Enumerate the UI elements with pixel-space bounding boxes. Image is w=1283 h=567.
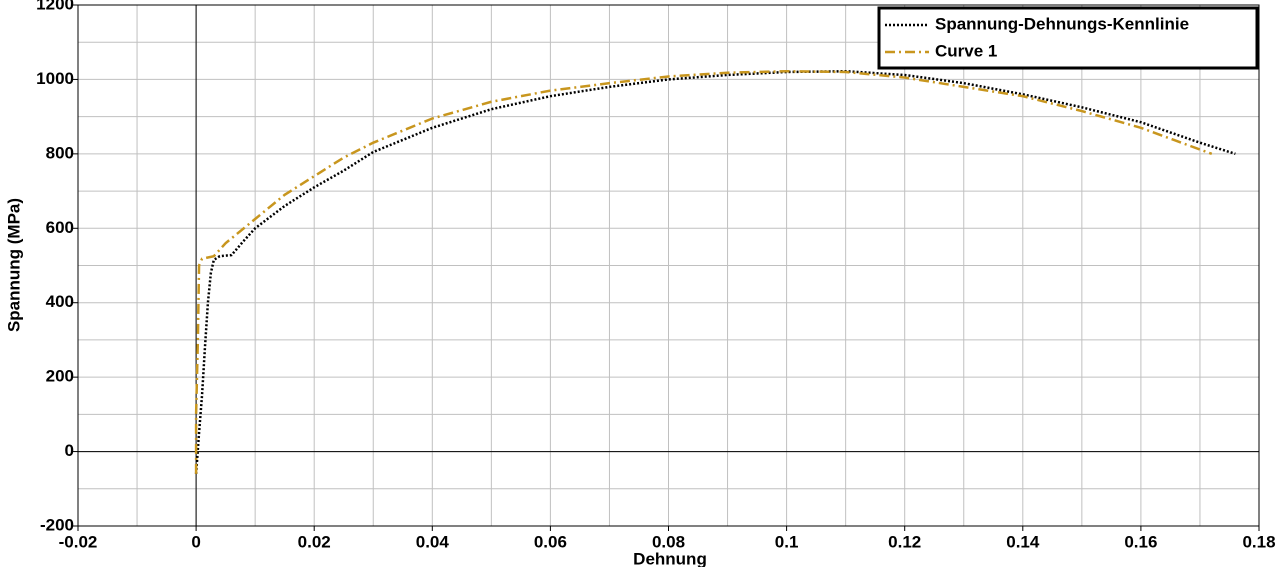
x-tick-label: 0.08 <box>652 532 685 551</box>
y-tick-label: 200 <box>46 367 74 386</box>
x-tick-label: 0.18 <box>1242 532 1275 551</box>
x-tick-label: 0.02 <box>298 532 331 551</box>
legend-label: Spannung-Dehnungs-Kennlinie <box>935 14 1189 33</box>
y-tick-label: 0 <box>65 441 74 460</box>
legend-box <box>877 6 1259 70</box>
x-tick-label: -0.02 <box>59 532 98 551</box>
data-line <box>194 69 1213 474</box>
x-tick-label: 0.06 <box>534 532 567 551</box>
y-axis-label: Spannung (MPa) <box>4 198 23 332</box>
legend-label: Curve 1 <box>935 41 997 60</box>
y-tick-label: 800 <box>46 143 74 162</box>
x-axis-label: Dehnung <box>633 549 707 567</box>
plot-frame <box>77 4 1260 527</box>
y-tick-label: -200 <box>40 515 74 534</box>
x-tick-label: 0.14 <box>1006 532 1040 551</box>
x-tick-label: 0.1 <box>775 532 799 551</box>
x-tick-label: 0 <box>191 532 200 551</box>
x-tick-label: 0.16 <box>1124 532 1157 551</box>
x-tick-label: 0.04 <box>416 532 450 551</box>
x-tick-label: 0.12 <box>888 532 921 551</box>
y-tick-label: 600 <box>46 218 74 237</box>
y-tick-label: 1000 <box>36 69 74 88</box>
data-line <box>194 69 1236 474</box>
y-tick-label: 400 <box>46 292 74 311</box>
y-tick-label: 1200 <box>36 0 74 13</box>
